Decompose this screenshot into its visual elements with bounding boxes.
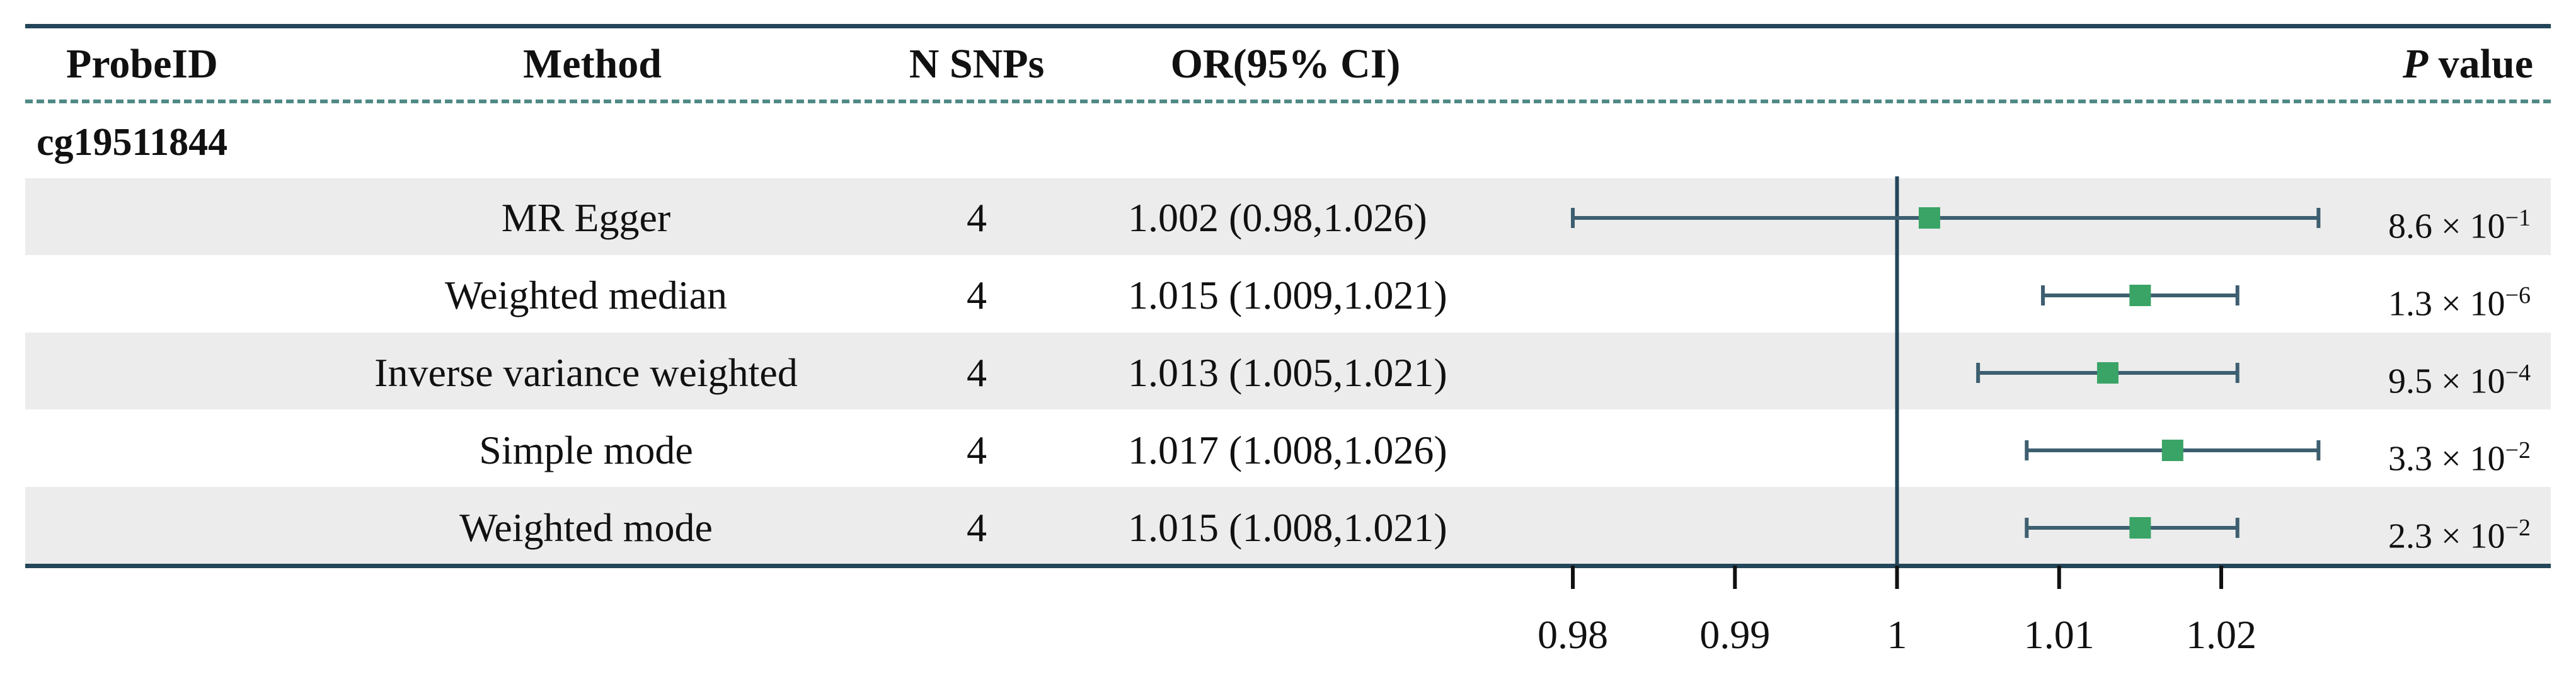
point-estimate (2161, 440, 2183, 461)
pvalue-exponent: −1 (2505, 205, 2531, 231)
header-nsnps: N SNPs (909, 41, 1045, 87)
pvalue-exponent: −2 (2505, 437, 2531, 464)
header-dashed-rule (25, 100, 2551, 103)
row-or-ci: 1.015 (1.009,1.021) (1128, 273, 1447, 317)
header-or-ci: OR(95% CI) (1170, 41, 1401, 87)
point-estimate (2129, 285, 2151, 306)
x-tick-label: 0.98 (1538, 612, 1608, 657)
x-tick-label: 1.01 (2023, 612, 2095, 657)
row-or-ci: 1.002 (0.98,1.026) (1128, 195, 1427, 240)
row-pvalue: 8.6 × 10−1 (2388, 193, 2531, 252)
row-nsnps: 4 (967, 195, 987, 240)
pvalue-mantissa: 2.3 × 10 (2388, 516, 2505, 556)
header-pvalue-p: P (2402, 41, 2429, 87)
pvalue-mantissa: 8.6 × 10 (2388, 207, 2505, 246)
pvalue-exponent: −2 (2505, 515, 2531, 541)
header-pvalue: P value (2403, 39, 2533, 89)
pvalue-mantissa: 9.5 × 10 (2388, 362, 2505, 401)
header-probeid: ProbeID (66, 41, 218, 87)
row-nsnps: 4 (967, 428, 987, 472)
point-estimate (2096, 362, 2119, 384)
bottom-rule (25, 564, 2551, 568)
pvalue-exponent: −4 (2505, 360, 2531, 386)
row-pvalue: 3.3 × 10−2 (2388, 425, 2531, 484)
row-or-ci: 1.017 (1.008,1.026) (1128, 428, 1447, 472)
row-nsnps: 4 (967, 505, 987, 550)
row-method: Weighted median (444, 273, 728, 317)
top-rule (25, 24, 2551, 28)
header-method: Method (523, 41, 662, 87)
row-method: Inverse variance weighted (374, 350, 798, 395)
x-tick-label: 0.99 (1699, 612, 1771, 657)
header-pvalue-label: value (2428, 41, 2533, 87)
row-method: Weighted mode (459, 505, 713, 550)
pvalue-mantissa: 3.3 × 10 (2388, 439, 2505, 479)
row-or-ci: 1.015 (1.008,1.021) (1128, 505, 1447, 550)
row-pvalue: 1.3 × 10−6 (2388, 270, 2531, 329)
row-pvalue: 9.5 × 10−4 (2388, 348, 2531, 407)
row-nsnps: 4 (967, 350, 987, 395)
point-estimate (2129, 517, 2151, 539)
row-or-ci: 1.013 (1.005,1.021) (1128, 350, 1447, 395)
row-method: MR Egger (501, 195, 671, 240)
row-pvalue: 2.3 × 10−2 (2388, 503, 2531, 562)
pvalue-mantissa: 1.3 × 10 (2388, 284, 2505, 324)
x-tick-label: 1 (1887, 612, 1907, 657)
x-tick-label: 1.02 (2186, 612, 2257, 657)
pvalue-exponent: −6 (2505, 282, 2531, 309)
point-estimate (1918, 207, 1940, 229)
row-method: Simple mode (479, 428, 693, 472)
probe-id: cg19511844 (37, 121, 228, 164)
row-nsnps: 4 (967, 273, 987, 317)
